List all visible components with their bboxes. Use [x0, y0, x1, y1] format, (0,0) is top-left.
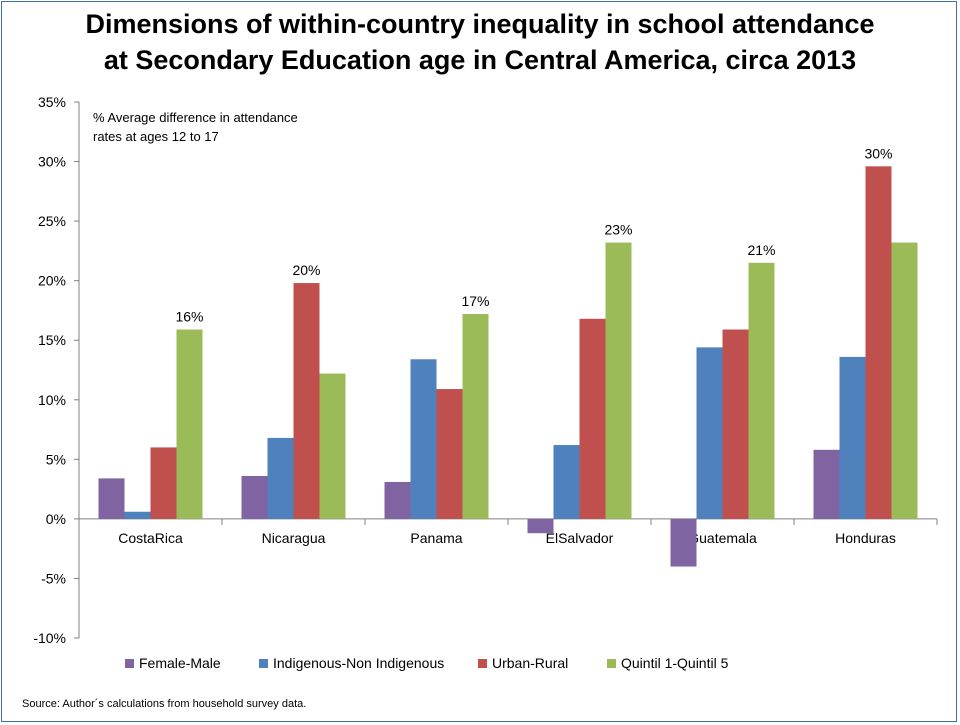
bar — [605, 242, 632, 519]
bar — [410, 359, 437, 519]
bars — [98, 166, 918, 567]
legend-swatch — [478, 659, 487, 668]
legend-swatch — [607, 659, 616, 668]
bar — [891, 242, 918, 519]
x-category-label: Nicaragua — [262, 530, 326, 546]
y-tick-label: 15% — [38, 332, 66, 348]
legend-label: Urban-Rural — [492, 655, 568, 671]
bar — [670, 518, 697, 567]
legend-label: Quintil 1-Quintil 5 — [621, 655, 729, 671]
bar — [748, 262, 775, 519]
bar — [696, 347, 723, 519]
data-label: 16% — [175, 309, 203, 325]
data-labels: 16% 20% 17% 23% 21% 30% — [175, 145, 892, 324]
bar — [722, 329, 749, 519]
bar — [553, 445, 580, 519]
y-tick-label: 35% — [38, 94, 66, 110]
annotation-line-1: % Average difference in attendance — [93, 110, 298, 125]
data-label: 21% — [747, 242, 775, 258]
data-label: 17% — [461, 293, 489, 309]
x-category-label: Panama — [410, 530, 462, 546]
y-tick-label: -10% — [33, 630, 66, 646]
data-label: 23% — [604, 222, 632, 238]
y-tick-label: 25% — [38, 213, 66, 229]
y-tick-label: 20% — [38, 273, 66, 289]
bar — [241, 476, 268, 519]
chart-title: Dimensions of within-country inequality … — [2, 6, 958, 78]
bar — [319, 373, 346, 519]
bar — [865, 166, 892, 519]
bar — [98, 478, 125, 519]
annotation-line-2: rates at ages 12 to 17 — [93, 129, 219, 144]
bar — [462, 314, 489, 519]
bar — [124, 511, 151, 519]
legend-swatch — [259, 659, 268, 668]
data-label: 30% — [864, 145, 892, 161]
legend-swatch — [125, 659, 134, 668]
bar — [579, 318, 606, 519]
x-category-label: Guatemala — [688, 530, 757, 546]
bar — [267, 437, 294, 519]
legend-label: Female-Male — [139, 655, 221, 671]
x-category-label: Honduras — [835, 530, 896, 546]
chart-title-line-2: at Secondary Education age in Central Am… — [103, 45, 857, 75]
chart-title-line-1: Dimensions of within-country inequality … — [85, 9, 875, 39]
legend-label: Indigenous-Non Indigenous — [273, 655, 444, 671]
x-category-label: CostaRica — [118, 530, 183, 546]
y-tick-label: 0% — [46, 511, 66, 527]
bar — [527, 518, 554, 534]
bar — [293, 283, 320, 519]
bar — [839, 356, 866, 519]
legend: Female-Male Indigenous-Non Indigenous Urba… — [125, 655, 729, 671]
y-tick-label: 10% — [38, 392, 66, 408]
data-label: 20% — [292, 262, 320, 278]
bar — [813, 449, 840, 519]
bar — [384, 481, 411, 519]
bar — [436, 389, 463, 519]
source-note: Source: Author´s calculations from house… — [22, 698, 307, 710]
bar — [176, 329, 203, 519]
y-tick-label: -5% — [41, 570, 66, 586]
bar — [150, 447, 177, 519]
y-tick-label: 30% — [38, 154, 66, 170]
x-category-label: ElSalvador — [546, 530, 614, 546]
annotation: % Average difference in attendance rates… — [93, 110, 298, 144]
axes: -10% -5% 0% 5% 10% 15% 20% 25% 30% 35% CostaRica Ni… — [33, 94, 938, 646]
y-tick-label: 5% — [46, 451, 66, 467]
